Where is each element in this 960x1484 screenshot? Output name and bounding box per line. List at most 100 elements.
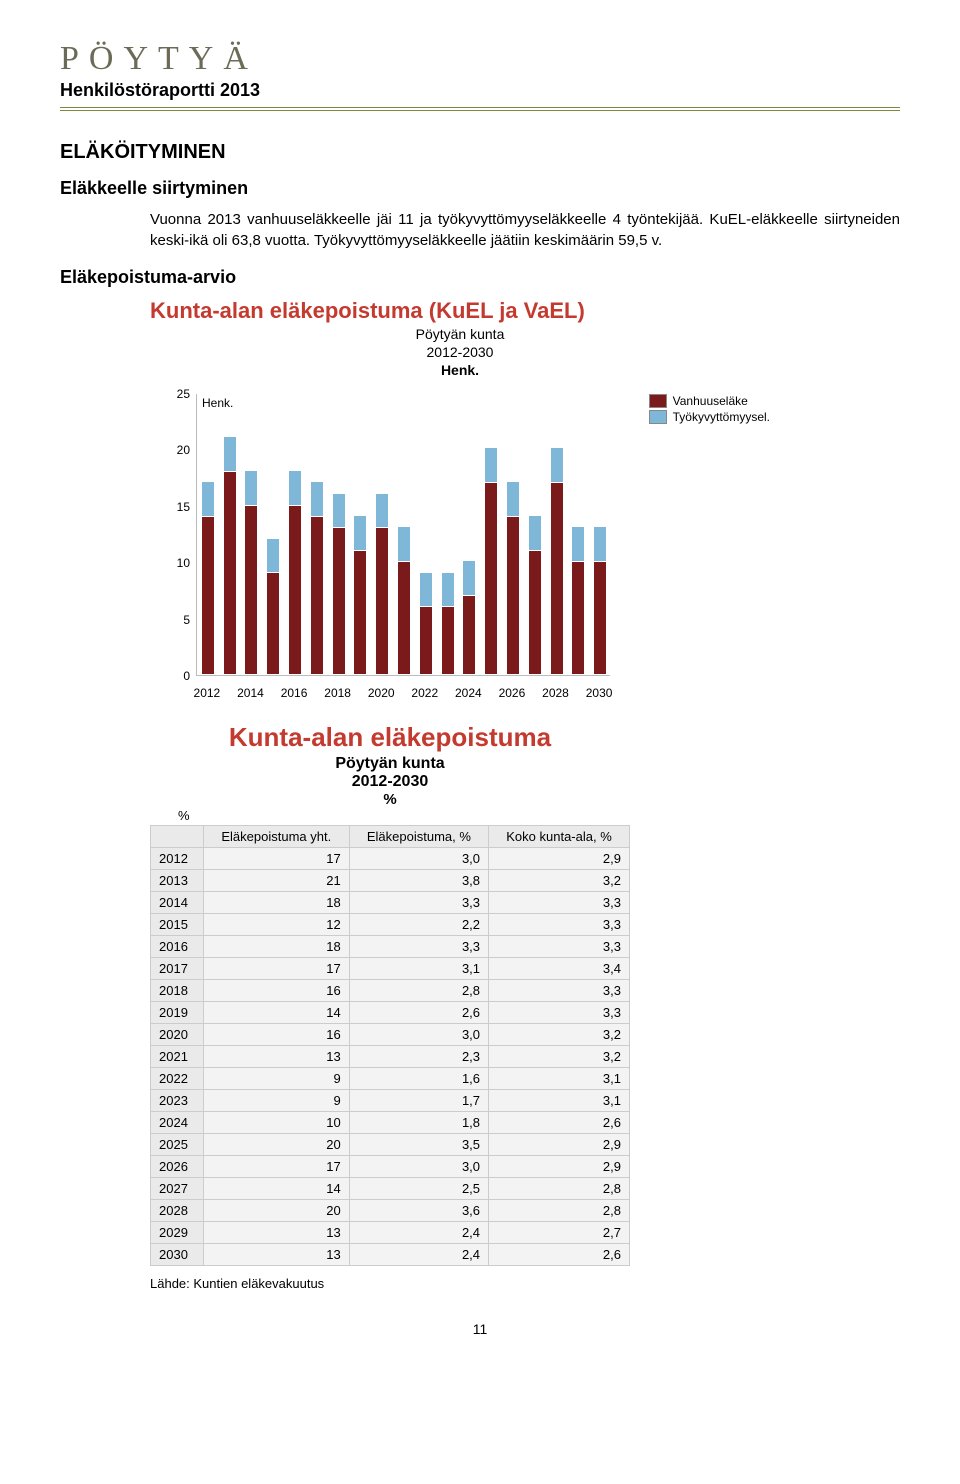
- year-cell: 2030: [151, 1244, 204, 1266]
- bar-segment-tyokyv: [462, 560, 476, 596]
- table-row: 2028203,62,8: [151, 1200, 630, 1222]
- year-cell: 2028: [151, 1200, 204, 1222]
- subsection-2: Eläkepoistuma-arvio: [60, 267, 900, 288]
- year-cell: 2014: [151, 892, 204, 914]
- page: PÖYTYÄ Henkilöstöraportti 2013 ELÄKÖITYM…: [0, 0, 960, 1367]
- value-cell: 20: [203, 1200, 349, 1222]
- table-header-cell: Eläkepoistuma, %: [349, 826, 488, 848]
- value-cell: 2,9: [489, 848, 630, 870]
- table-row: 2026173,02,9: [151, 1156, 630, 1178]
- year-cell: 2018: [151, 980, 204, 1002]
- value-cell: 3,4: [489, 958, 630, 980]
- table-row: 2016183,33,3: [151, 936, 630, 958]
- year-cell: 2016: [151, 936, 204, 958]
- bar-segment-vanhuus: [375, 526, 389, 675]
- pension-table: Kunta-alan eläkepoistuma Pöytyän kunta 2…: [150, 722, 630, 1266]
- table-title: Kunta-alan eläkepoistuma: [150, 722, 630, 753]
- bar-segment-vanhuus: [593, 560, 607, 675]
- bar-segment-tyokyv: [375, 493, 389, 529]
- bar-segment-tyokyv: [484, 447, 498, 483]
- chart-subtitle-1: Pöytyän kunta: [150, 326, 770, 342]
- bar-segment-tyokyv: [506, 481, 520, 517]
- bar-segment-tyokyv: [397, 526, 411, 562]
- bar-segment-tyokyv: [244, 470, 258, 506]
- y-tick-label: 25: [150, 387, 190, 401]
- bar-segment-tyokyv: [201, 481, 215, 517]
- bar-segment-vanhuus: [419, 605, 433, 675]
- x-tick-label: 2012: [194, 686, 221, 700]
- value-cell: 2,6: [349, 1002, 488, 1024]
- bar-segment-tyokyv: [441, 572, 455, 608]
- logo-text: PÖYTYÄ: [60, 40, 900, 78]
- bar-segment-tyokyv: [332, 493, 346, 529]
- value-cell: 2,4: [349, 1244, 488, 1266]
- table-subtitle-3: %: [150, 791, 630, 808]
- value-cell: 2,8: [489, 1200, 630, 1222]
- value-cell: 2,9: [489, 1156, 630, 1178]
- year-cell: 2021: [151, 1046, 204, 1068]
- value-cell: 3,2: [489, 1046, 630, 1068]
- value-cell: 3,3: [489, 936, 630, 958]
- chart-subtitle-3: Henk.: [150, 362, 770, 378]
- value-cell: 2,8: [349, 980, 488, 1002]
- year-cell: 2013: [151, 870, 204, 892]
- legend-label: Vanhuuseläke: [673, 394, 748, 408]
- value-cell: 3,3: [489, 892, 630, 914]
- value-cell: 9: [203, 1068, 349, 1090]
- table-header-cell: [151, 826, 204, 848]
- year-cell: 2027: [151, 1178, 204, 1200]
- percent-corner-label: %: [178, 808, 630, 823]
- bar-segment-tyokyv: [310, 481, 324, 517]
- value-cell: 3,5: [349, 1134, 488, 1156]
- x-tick-label: 2024: [455, 686, 482, 700]
- value-cell: 2,2: [349, 914, 488, 936]
- value-cell: 3,0: [349, 848, 488, 870]
- year-cell: 2022: [151, 1068, 204, 1090]
- value-cell: 10: [203, 1112, 349, 1134]
- value-cell: 14: [203, 1178, 349, 1200]
- value-cell: 2,5: [349, 1178, 488, 1200]
- value-cell: 3,2: [489, 1024, 630, 1046]
- x-tick-label: 2018: [324, 686, 351, 700]
- legend-swatch-icon: [649, 394, 667, 408]
- value-cell: 3,1: [349, 958, 488, 980]
- bar-segment-tyokyv: [528, 515, 542, 551]
- x-tick-label: 2022: [411, 686, 438, 700]
- bar-segment-vanhuus: [310, 515, 324, 675]
- y-axis-label: Henk.: [202, 396, 233, 410]
- bar-segment-tyokyv: [593, 526, 607, 562]
- chart-legend: Vanhuuseläke Työkyvyttömyysel.: [649, 394, 770, 426]
- table-row: 2017173,13,4: [151, 958, 630, 980]
- value-cell: 2,7: [489, 1222, 630, 1244]
- value-cell: 1,7: [349, 1090, 488, 1112]
- legend-item: Työkyvyttömyysel.: [649, 410, 770, 424]
- x-tick-label: 2030: [586, 686, 613, 700]
- value-cell: 3,6: [349, 1200, 488, 1222]
- value-cell: 2,6: [489, 1244, 630, 1266]
- value-cell: 3,1: [489, 1090, 630, 1112]
- body-paragraph: Vuonna 2013 vanhuuseläkkeelle jäi 11 ja …: [150, 209, 900, 251]
- data-table: Eläkepoistuma yht.Eläkepoistuma, %Koko k…: [150, 825, 630, 1266]
- bar-segment-vanhuus: [332, 526, 346, 675]
- value-cell: 2,4: [349, 1222, 488, 1244]
- value-cell: 2,6: [489, 1112, 630, 1134]
- bar-segment-tyokyv: [288, 470, 302, 506]
- y-tick-label: 15: [150, 500, 190, 514]
- value-cell: 2,3: [349, 1046, 488, 1068]
- year-cell: 2026: [151, 1156, 204, 1178]
- table-row: 2018162,83,3: [151, 980, 630, 1002]
- value-cell: 3,3: [489, 914, 630, 936]
- y-tick-label: 10: [150, 556, 190, 570]
- table-row: 2012173,02,9: [151, 848, 630, 870]
- year-cell: 2029: [151, 1222, 204, 1244]
- chart-plot-area: Vanhuuseläke Työkyvyttömyysel. 051015202…: [150, 384, 770, 704]
- value-cell: 13: [203, 1244, 349, 1266]
- bar-segment-vanhuus: [462, 594, 476, 675]
- table-row: 2014183,33,3: [151, 892, 630, 914]
- value-cell: 13: [203, 1222, 349, 1244]
- value-cell: 16: [203, 980, 349, 1002]
- value-cell: 3,3: [489, 1002, 630, 1024]
- value-cell: 12: [203, 914, 349, 936]
- x-tick-label: 2014: [237, 686, 264, 700]
- value-cell: 17: [203, 958, 349, 980]
